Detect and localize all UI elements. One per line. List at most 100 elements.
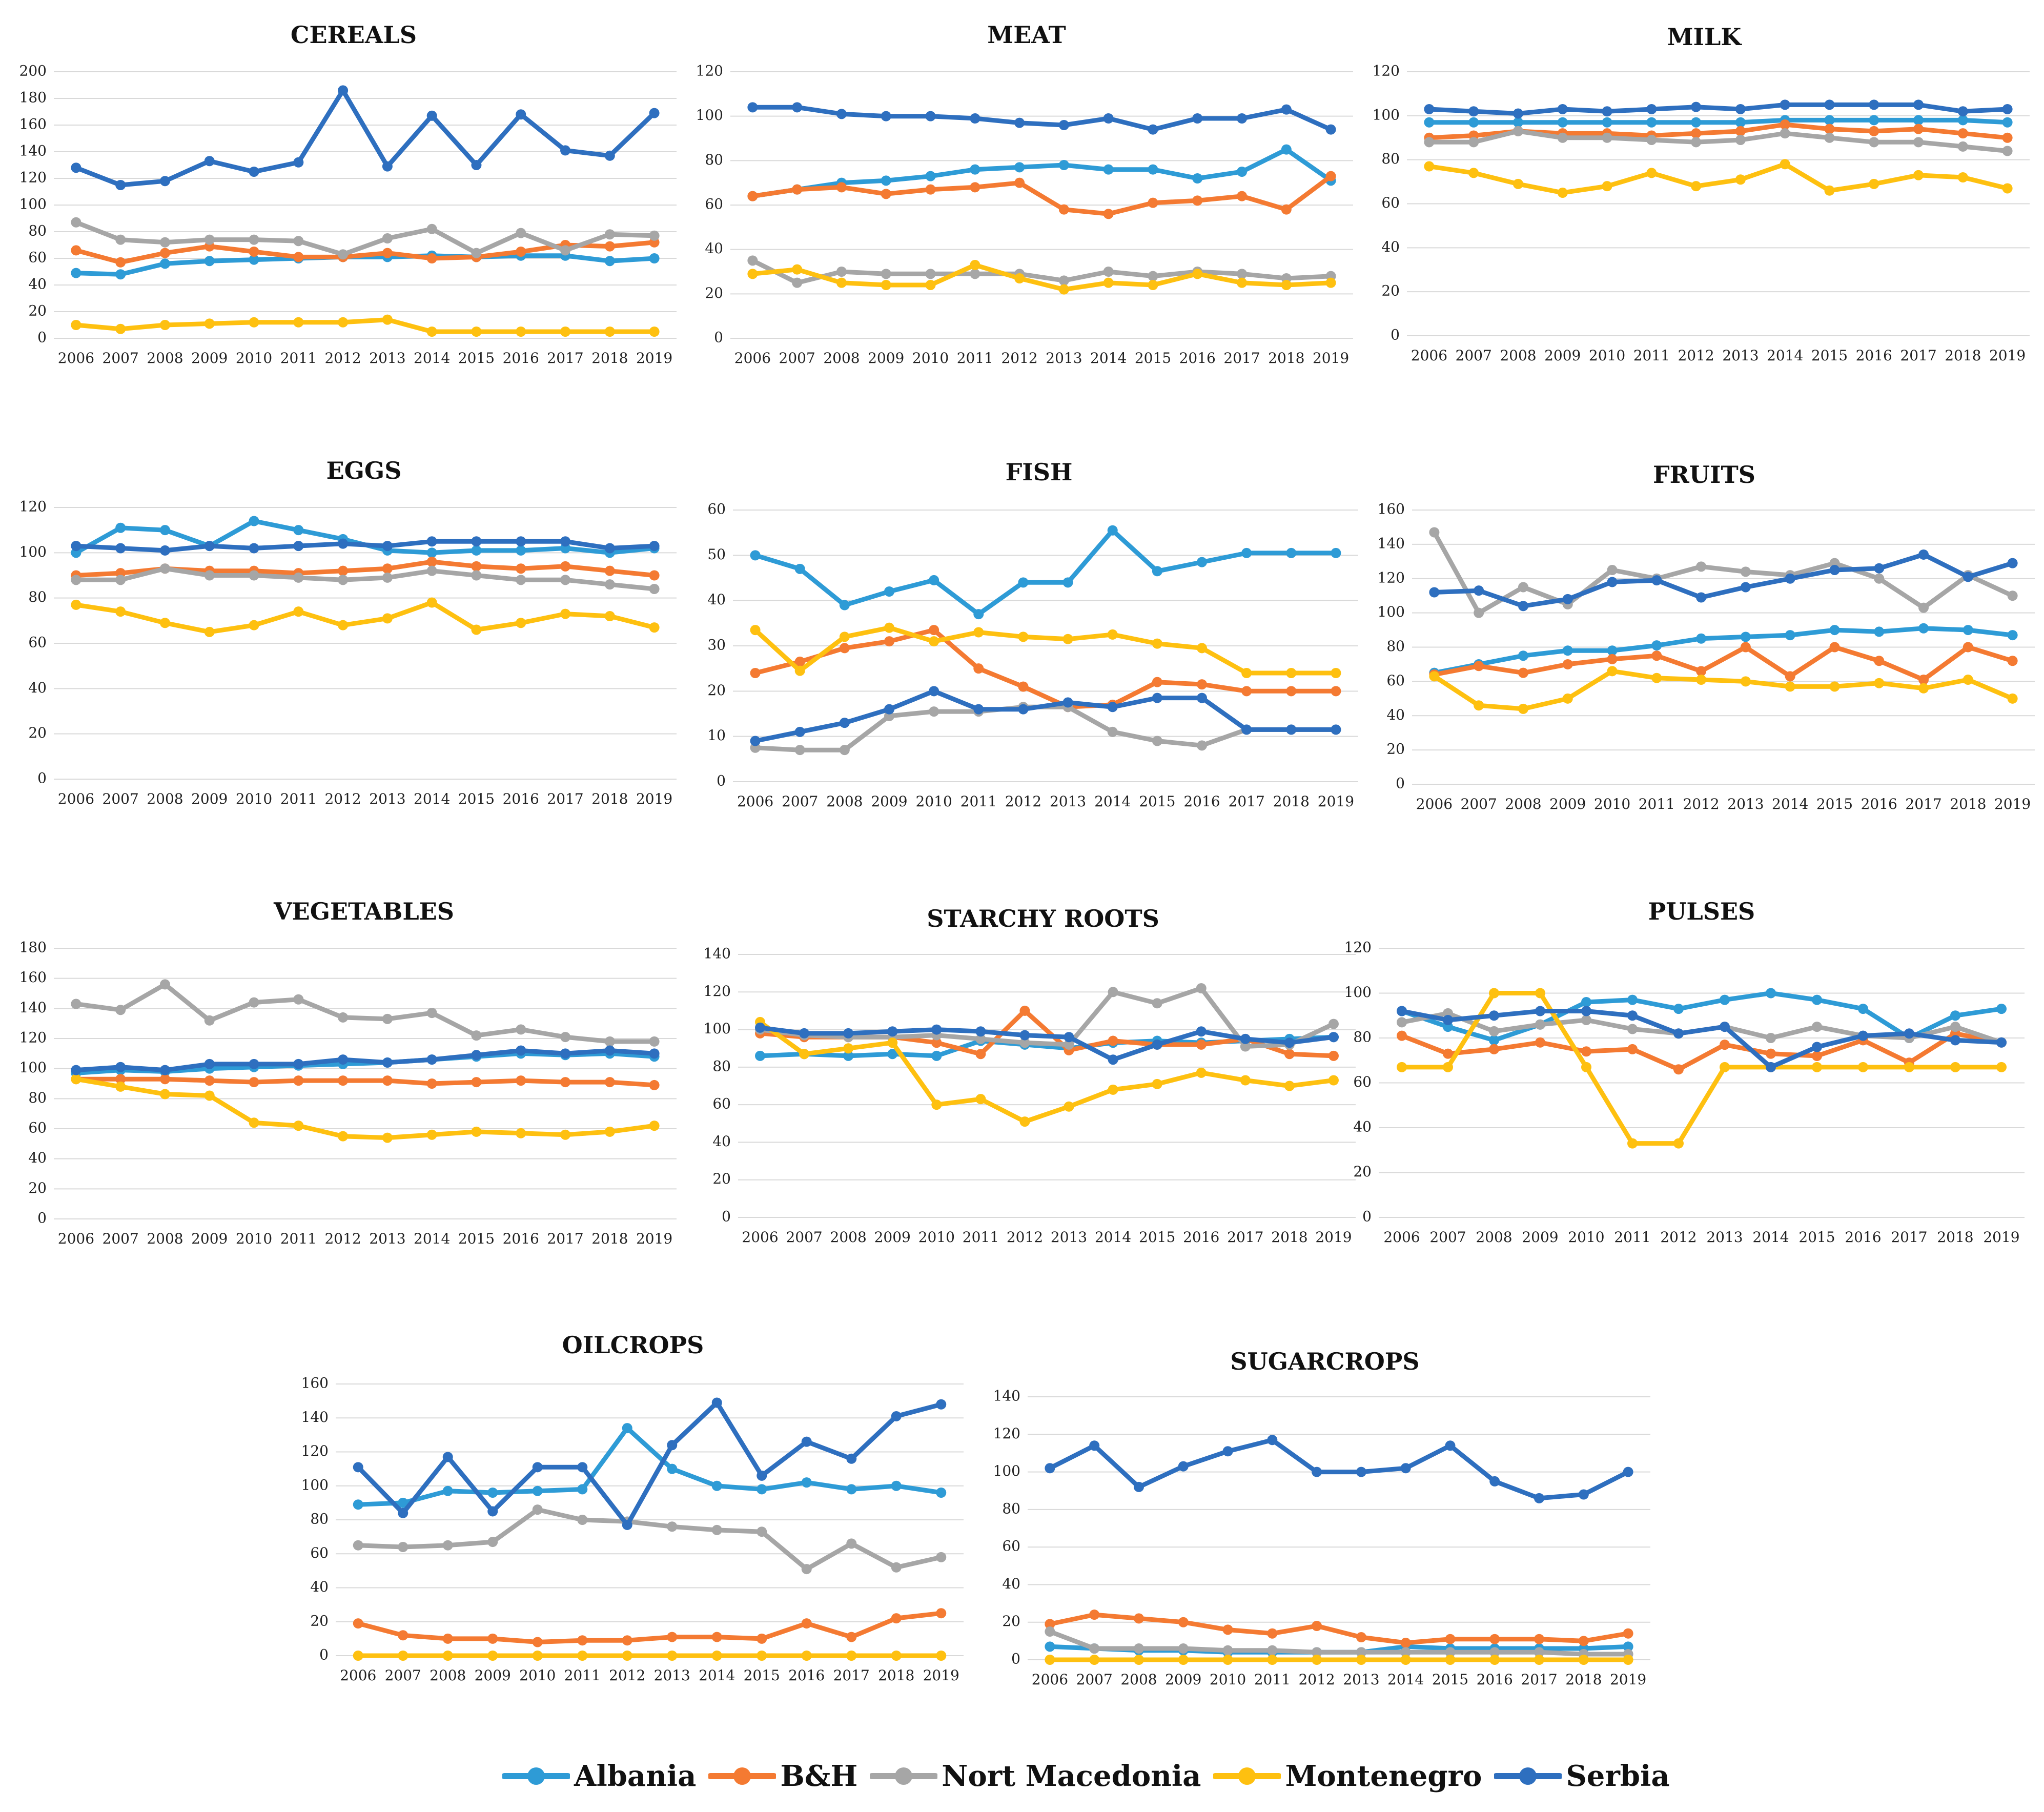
- data-point-serbia: [622, 1519, 632, 1530]
- data-point-nort-macedonia: [1222, 1645, 1233, 1656]
- data-point-albania: [1691, 117, 1702, 128]
- data-point-albania: [1424, 117, 1435, 128]
- x-tick-label: 2006: [737, 793, 773, 810]
- data-point-bandh: [970, 182, 980, 193]
- data-point-albania: [1512, 117, 1523, 128]
- y-tick-label: 0: [717, 772, 726, 789]
- data-point-montenegro: [843, 1043, 854, 1054]
- data-point-serbia: [1222, 1446, 1233, 1457]
- x-tick-label: 2019: [1994, 796, 2031, 812]
- data-point-montenegro: [1267, 1655, 1278, 1665]
- series-line-albania: [753, 528, 1338, 617]
- data-point-bandh: [891, 1613, 902, 1624]
- legend-item-serbia: Serbia: [1494, 1759, 1670, 1793]
- data-point-nort-macedonia: [1474, 607, 1484, 618]
- x-tick-label: 2014: [699, 1667, 735, 1684]
- data-point-montenegro: [975, 1094, 986, 1105]
- x-tick-label: 2012: [324, 1230, 361, 1247]
- x-tick-label: 2019: [636, 350, 672, 367]
- y-tick-label: 60: [1386, 672, 1405, 689]
- series-line-montenegro: [1426, 161, 2010, 195]
- data-point-albania: [1058, 160, 1069, 170]
- data-point-nort-macedonia: [115, 575, 126, 585]
- data-point-bandh: [1869, 126, 1879, 136]
- data-point-montenegro: [1578, 1655, 1589, 1665]
- data-point-montenegro: [1534, 1655, 1545, 1665]
- data-point-serbia: [1014, 117, 1025, 128]
- data-point-montenegro: [1107, 629, 1118, 640]
- data-point-montenegro: [1443, 1062, 1453, 1072]
- y-tick-label: 140: [993, 1388, 1020, 1404]
- legend-label: Serbia: [1566, 1759, 1670, 1793]
- x-tick-label: 2010: [1568, 1229, 1604, 1246]
- data-point-montenegro: [1064, 1101, 1074, 1112]
- data-point-bandh: [750, 668, 761, 678]
- data-point-nort-macedonia: [1148, 271, 1158, 281]
- data-point-albania: [471, 545, 482, 556]
- series-line-albania: [356, 1426, 944, 1507]
- x-tick-label: 2010: [1594, 796, 1630, 812]
- x-tick-label: 2009: [191, 350, 228, 367]
- y-tick-label: 0: [1396, 775, 1405, 792]
- data-point-albania: [1045, 1641, 1055, 1652]
- x-tick-label: 2016: [1183, 1229, 1219, 1246]
- data-point-albania: [757, 1484, 767, 1495]
- data-point-serbia: [293, 1058, 304, 1069]
- data-point-nort-macedonia: [382, 233, 393, 243]
- chart-milk: MILK 0 20 40 60 80 100 120 2006 2007 2008 2009 2010 2…: [1373, 23, 2030, 364]
- data-point-bandh: [1133, 1613, 1144, 1624]
- data-point-serbia: [755, 1022, 766, 1033]
- data-point-serbia: [1869, 99, 1879, 110]
- data-point-montenegro: [1281, 280, 1292, 290]
- x-tick-label: 2008: [430, 1667, 466, 1684]
- data-point-montenegro: [1178, 1655, 1189, 1665]
- x-tick-label: 2006: [58, 350, 94, 367]
- data-point-nort-macedonia: [353, 1540, 363, 1551]
- x-tick-label: 2008: [1500, 347, 1536, 364]
- data-point-montenegro: [1445, 1655, 1456, 1665]
- data-point-bandh: [1237, 191, 1248, 201]
- x-tick-label: 2017: [1223, 350, 1260, 367]
- data-point-montenegro: [1780, 159, 1790, 170]
- data-point-nort-macedonia: [839, 745, 850, 756]
- data-point-nort-macedonia: [560, 575, 571, 585]
- data-point-montenegro: [471, 624, 482, 635]
- data-point-montenegro: [747, 269, 758, 279]
- series-line-bandh: [753, 627, 1338, 709]
- data-point-montenegro: [293, 606, 304, 617]
- data-point-bandh: [1445, 1634, 1456, 1644]
- data-point-bandh: [622, 1635, 632, 1646]
- data-point-albania: [1824, 115, 1835, 126]
- x-tick-label: 2009: [1544, 347, 1581, 364]
- data-point-montenegro: [792, 264, 803, 275]
- data-point-bandh: [426, 557, 437, 567]
- data-point-albania: [1241, 547, 1252, 558]
- x-tick-label: 2007: [1456, 347, 1492, 364]
- data-point-nort-macedonia: [1646, 135, 1657, 146]
- data-point-montenegro: [884, 622, 894, 633]
- data-point-serbia: [747, 102, 758, 113]
- y-tick-label: 80: [1386, 638, 1405, 655]
- chart-title-fish: FISH: [1006, 458, 1073, 486]
- data-point-bandh: [1148, 197, 1158, 208]
- data-point-bandh: [382, 1075, 393, 1086]
- data-point-albania: [1720, 994, 1730, 1005]
- data-point-bandh: [1474, 661, 1484, 671]
- x-tick-label: 2007: [385, 1667, 421, 1684]
- data-point-bandh: [426, 1078, 437, 1089]
- x-tick-label: 2013: [1727, 796, 1764, 812]
- data-point-nort-macedonia: [338, 249, 349, 260]
- series-line-serbia: [1047, 1437, 1631, 1501]
- y-tick-label: 160: [1378, 501, 1405, 518]
- x-tick-label: 2018: [1937, 1229, 1973, 1246]
- data-point-montenegro: [1152, 1078, 1162, 1089]
- y-tick-label: 140: [1378, 535, 1405, 552]
- data-point-bandh: [1627, 1044, 1638, 1054]
- data-point-montenegro: [115, 323, 126, 334]
- data-point-bandh: [71, 245, 81, 256]
- x-tick-label: 2008: [830, 1229, 867, 1246]
- x-tick-label: 2007: [1429, 1229, 1466, 1246]
- data-point-serbia: [338, 1054, 349, 1065]
- x-tick-label: 2011: [280, 790, 317, 807]
- data-point-montenegro: [71, 1074, 81, 1085]
